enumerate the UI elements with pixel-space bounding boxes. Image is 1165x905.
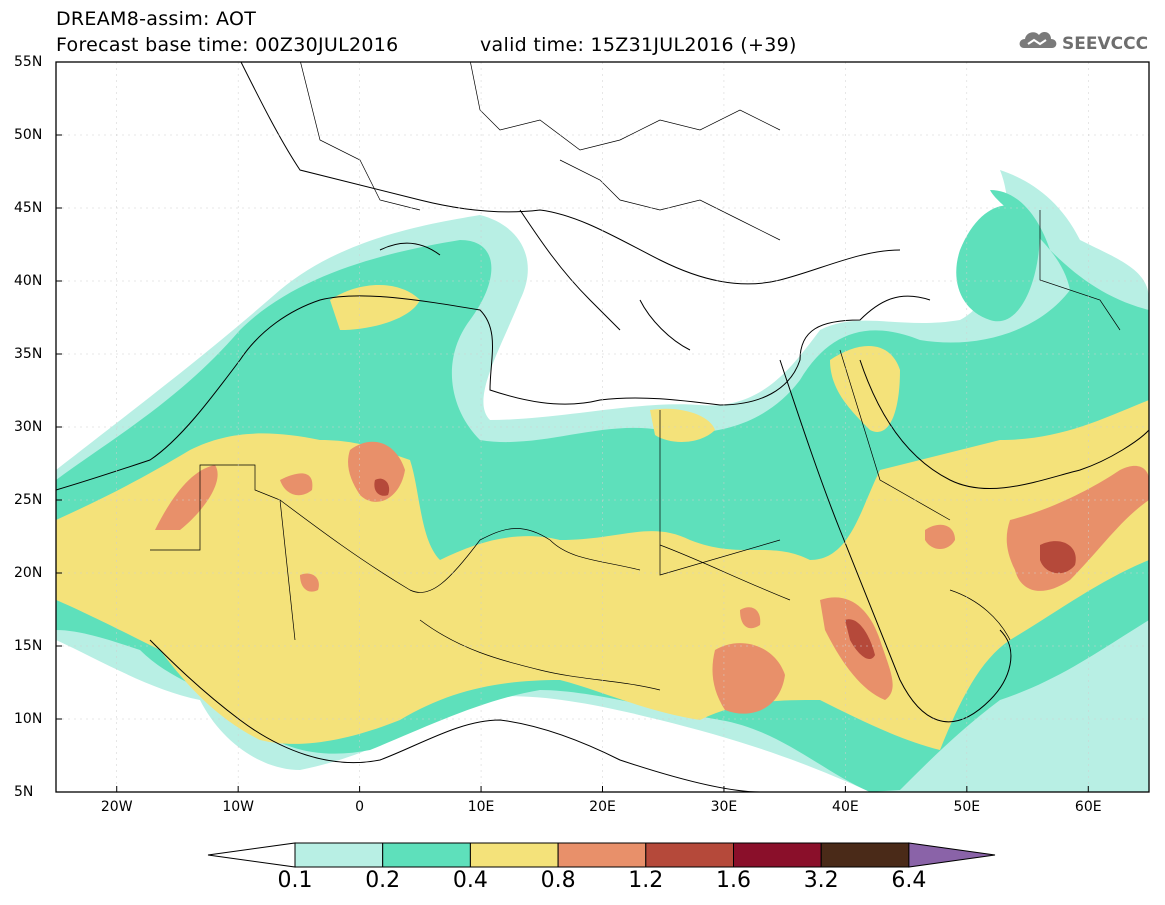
seevccc-logo: SEEVCCC xyxy=(1019,31,1148,54)
lon-tick-label: 10E xyxy=(467,799,495,815)
colorbar-segment xyxy=(733,842,822,868)
colorbar-level-label: 0.8 xyxy=(540,868,576,893)
lat-tick-label: 45N xyxy=(14,200,43,216)
aot-level-1-2 xyxy=(374,478,1076,660)
lon-tick-label: 40E xyxy=(832,799,859,815)
lon-tick-label: 30E xyxy=(710,799,738,815)
lat-tick-label: 50N xyxy=(14,127,43,143)
colorbar-segment xyxy=(382,842,471,868)
lat-tick-label: 15N xyxy=(14,638,43,654)
colorbar-segment xyxy=(645,842,734,868)
lat-tick-label: 25N xyxy=(14,492,43,508)
title-line-1: DREAM8-assim: AOT xyxy=(56,8,257,30)
colorbar-segment xyxy=(294,842,384,868)
lat-tick-label: 30N xyxy=(14,419,43,435)
colorbar-over-triangle xyxy=(908,842,996,868)
colorbar-level-label: 0.2 xyxy=(365,868,401,893)
lat-tick-label: 20N xyxy=(14,565,43,581)
colorbar-level-label: 0.1 xyxy=(277,868,313,893)
forecast-base-time: Forecast base time: 00Z30JUL2016 xyxy=(56,34,399,56)
valid-time: valid time: 15Z31JUL2016 (+39) xyxy=(480,34,797,56)
lon-tick-label: 0 xyxy=(355,799,365,815)
lon-tick-label: 50E xyxy=(953,799,981,815)
colorbar-segment xyxy=(820,842,910,868)
lat-tick-label: 10N xyxy=(14,711,43,727)
graticule xyxy=(56,62,1149,792)
lat-tick-label: 35N xyxy=(14,346,43,362)
lon-tick-label: 20E xyxy=(589,799,616,815)
lon-tick-label: 60E xyxy=(1074,799,1102,815)
colorbar-level-label: 6.4 xyxy=(891,868,927,893)
colorbar-segment xyxy=(557,842,647,868)
lat-tick-label: 55N xyxy=(14,54,43,70)
colorbar-level-label: 1.6 xyxy=(716,868,751,893)
colorbar-under-triangle xyxy=(207,842,296,868)
lon-tick-label: 20W xyxy=(100,799,133,815)
lat-tick-label: 5N xyxy=(14,784,34,800)
coastlines xyxy=(56,62,1149,792)
logo-text: SEEVCCC xyxy=(1062,34,1148,54)
colorbar-level-label: 0.4 xyxy=(452,868,488,893)
lon-tick-label: 10W xyxy=(222,799,254,815)
colorbar-level-label: 3.2 xyxy=(803,868,839,893)
colorbar-level-label: 1.2 xyxy=(628,868,664,893)
colorbar-segment xyxy=(469,842,559,868)
lat-tick-label: 40N xyxy=(14,273,43,289)
axis-ticks xyxy=(56,61,1089,793)
